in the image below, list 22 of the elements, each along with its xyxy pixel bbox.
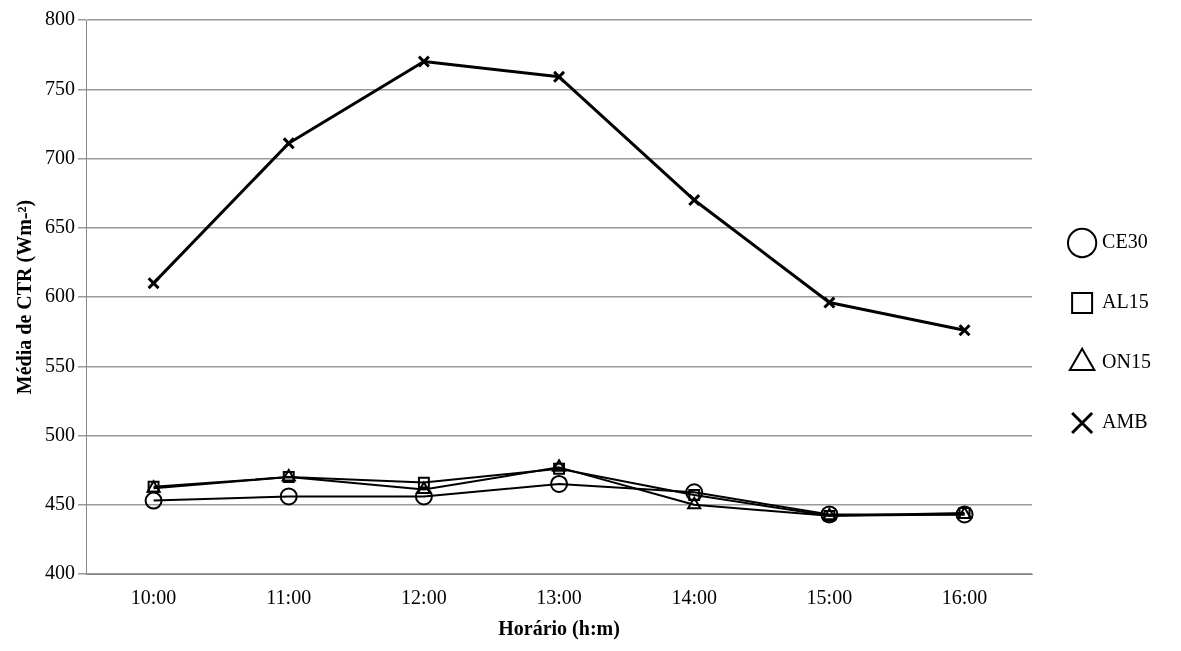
x-tick-label: 10:00 xyxy=(130,586,177,609)
y-tick-label: 750 xyxy=(45,76,75,99)
x-tick-label: 12:00 xyxy=(401,586,447,609)
y-tick-label: 600 xyxy=(45,284,75,307)
y-tick-label: 650 xyxy=(45,215,75,237)
x-tick-label: 13:00 xyxy=(536,586,582,609)
y-tick-label: 700 xyxy=(45,145,75,168)
legend-label: CE30 xyxy=(1102,230,1148,253)
x-tick-label: 14:00 xyxy=(671,586,717,609)
x-tick-label: 11:00 xyxy=(266,586,312,609)
legend-label: AMB xyxy=(1102,410,1148,433)
y-tick-label: 500 xyxy=(45,422,75,445)
y-axis-title: Média de CTR (Wm-²) xyxy=(13,199,37,395)
legend-label: AL15 xyxy=(1102,290,1149,313)
x-tick-label: 15:00 xyxy=(806,586,853,609)
y-tick-label: 450 xyxy=(45,492,75,514)
x-tick-label: 16:00 xyxy=(941,586,988,609)
legend-label: ON15 xyxy=(1102,350,1151,373)
y-tick-label: 550 xyxy=(45,353,75,376)
y-tick-label: 800 xyxy=(45,7,75,30)
x-axis-title: Horário (h:m) xyxy=(498,617,620,641)
y-tick-label: 400 xyxy=(45,561,75,584)
